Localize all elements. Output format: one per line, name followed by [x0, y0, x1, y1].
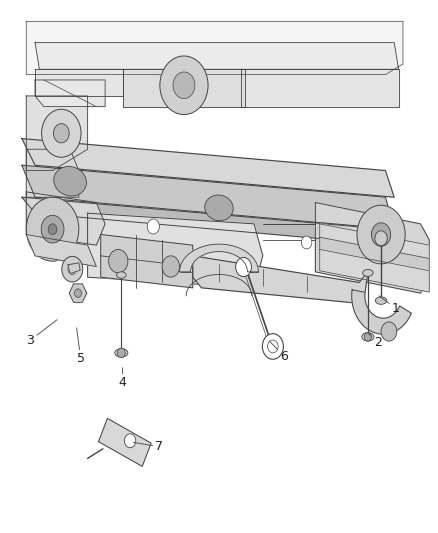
Text: 5: 5 [77, 328, 85, 366]
Polygon shape [320, 249, 429, 292]
Polygon shape [99, 418, 151, 466]
Circle shape [262, 334, 283, 359]
Ellipse shape [205, 195, 233, 221]
Circle shape [375, 231, 387, 246]
Circle shape [160, 56, 208, 115]
Circle shape [364, 333, 371, 341]
Polygon shape [241, 69, 399, 107]
Circle shape [268, 340, 278, 353]
Ellipse shape [363, 270, 373, 276]
Circle shape [62, 256, 83, 282]
Circle shape [381, 322, 397, 341]
Polygon shape [123, 69, 245, 107]
Text: 6: 6 [269, 341, 288, 363]
Circle shape [48, 224, 57, 235]
Polygon shape [68, 263, 80, 273]
Polygon shape [26, 96, 88, 171]
Text: 1: 1 [379, 296, 400, 315]
Polygon shape [315, 203, 429, 293]
Circle shape [124, 434, 136, 448]
Circle shape [74, 289, 81, 297]
Circle shape [41, 215, 64, 243]
Polygon shape [26, 21, 403, 75]
Circle shape [68, 264, 77, 274]
Circle shape [301, 236, 312, 249]
Text: 3: 3 [26, 320, 57, 347]
Circle shape [147, 219, 159, 234]
Text: 4: 4 [118, 368, 126, 390]
Circle shape [117, 348, 125, 358]
Polygon shape [352, 290, 411, 334]
Polygon shape [320, 224, 429, 266]
Ellipse shape [115, 349, 128, 357]
Circle shape [357, 205, 405, 264]
Polygon shape [26, 149, 79, 197]
Polygon shape [22, 197, 394, 245]
Polygon shape [22, 139, 394, 197]
Polygon shape [320, 237, 429, 280]
Circle shape [236, 257, 251, 277]
Polygon shape [101, 235, 193, 288]
Circle shape [371, 223, 391, 246]
Text: 7: 7 [134, 440, 163, 454]
Polygon shape [193, 256, 368, 304]
Polygon shape [22, 165, 394, 229]
Polygon shape [88, 213, 263, 288]
Polygon shape [26, 192, 105, 245]
Ellipse shape [117, 272, 126, 278]
Polygon shape [35, 69, 123, 96]
Circle shape [109, 249, 128, 273]
Circle shape [42, 109, 81, 157]
Polygon shape [35, 43, 399, 69]
Polygon shape [35, 80, 105, 107]
Ellipse shape [362, 333, 374, 341]
Ellipse shape [375, 297, 387, 304]
Circle shape [53, 124, 69, 143]
Polygon shape [26, 235, 96, 266]
Text: 2: 2 [368, 333, 382, 350]
Polygon shape [69, 284, 87, 302]
Ellipse shape [54, 166, 86, 196]
Circle shape [162, 256, 180, 277]
Circle shape [26, 197, 79, 261]
Polygon shape [180, 244, 258, 272]
Circle shape [173, 72, 195, 99]
